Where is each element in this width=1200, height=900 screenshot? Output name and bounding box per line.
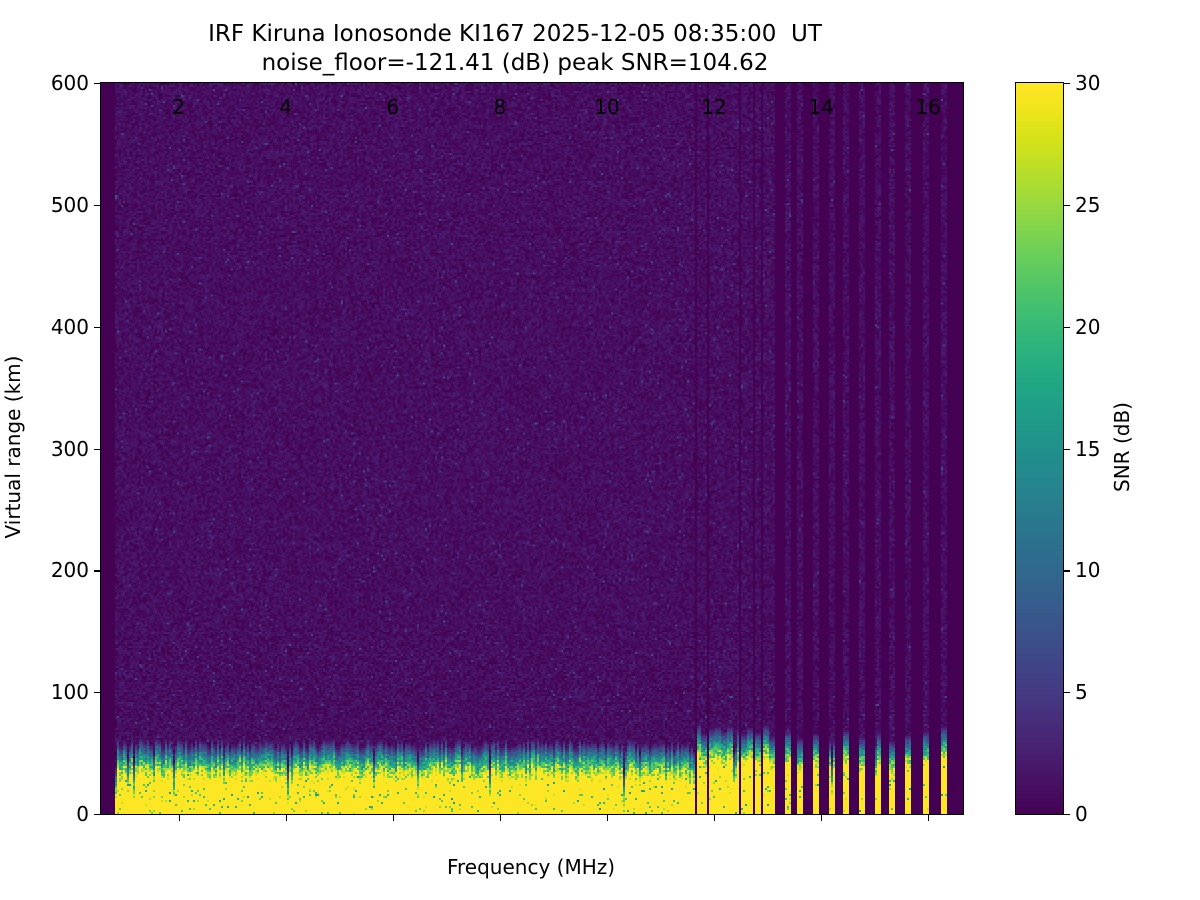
x-tick-label: 16	[915, 95, 941, 119]
x-tick-mark	[499, 814, 502, 821]
y-tick-label: 300	[50, 436, 89, 461]
x-tick-label: 10	[594, 95, 620, 119]
x-tick-label: 8	[493, 95, 507, 119]
y-tick-label: 200	[50, 558, 89, 583]
x-tick-mark	[285, 814, 287, 821]
colorbar-tick-label: 10	[1075, 558, 1101, 583]
colorbar-gradient	[1016, 83, 1063, 814]
y-tick-mark	[94, 692, 101, 694]
y-tick-label: 100	[50, 680, 89, 705]
y-tick-mark	[94, 448, 101, 450]
ionogram-axes[interactable]: 0 100 200 300 400 500 600 2 4 6 8 10 12 14 16	[51, 71, 964, 826]
colorbar-tick-label: 20	[1075, 314, 1101, 339]
y-tick-label: 500	[50, 192, 89, 217]
x-tick-mark	[714, 814, 716, 821]
x-tick-mark	[821, 814, 823, 821]
y-tick-mark	[94, 570, 101, 572]
colorbar-tick-label: 5	[1075, 680, 1088, 705]
colorbar-tick-label: 25	[1075, 192, 1101, 217]
x-tick-mark	[392, 814, 395, 821]
y-tick-label: 0	[76, 802, 89, 826]
ionogram-heatmap[interactable]	[101, 83, 963, 814]
colorbar-tick-mark	[1063, 448, 1070, 450]
x-tick-mark	[928, 814, 930, 821]
title-line-2: noise_floor=-121.41 (dB) peak SNR=104.62	[261, 50, 769, 77]
colorbar-tick-mark	[1063, 570, 1070, 572]
y-tick-label: 400	[50, 314, 89, 339]
y-tick-label: 600	[50, 71, 89, 95]
colorbar-tick-mark	[1063, 326, 1070, 328]
x-tick-label: 2	[172, 95, 185, 119]
x-tick-mark	[178, 814, 180, 821]
y-tick-mark	[94, 204, 101, 207]
colorbar[interactable]: 0 5 10 15 20 25 30	[1015, 71, 1100, 826]
colorbar-tick-label: 30	[1075, 71, 1101, 95]
colorbar-tick-mark	[1063, 692, 1070, 694]
colorbar-tick-mark	[1063, 814, 1070, 816]
colorbar-tick-label: 0	[1075, 802, 1088, 826]
figure-title: IRF Kiruna Ionosonde KI167 2025-12-05 08…	[0, 20, 1030, 79]
colorbar-tick-mark	[1063, 83, 1070, 85]
x-tick-label: 4	[279, 95, 293, 119]
x-tick-label: 6	[386, 95, 400, 119]
y-tick-mark	[94, 814, 101, 816]
x-axis-label: Frequency (MHz)	[446, 855, 616, 879]
colorbar-tick-mark	[1063, 204, 1070, 207]
x-tick-mark	[606, 814, 609, 821]
title-line-1: IRF Kiruna Ionosonde KI167 2025-12-05 08…	[208, 21, 822, 47]
x-tick-label: 14	[808, 95, 834, 119]
colorbar-label: SNR (dB)	[1110, 402, 1134, 492]
colorbar-tick-label: 15	[1075, 436, 1101, 461]
x-tick-label: 12	[701, 95, 727, 119]
y-tick-mark	[94, 326, 101, 328]
y-axis-label: Virtual range (km)	[1, 355, 25, 539]
y-tick-mark	[94, 83, 101, 85]
